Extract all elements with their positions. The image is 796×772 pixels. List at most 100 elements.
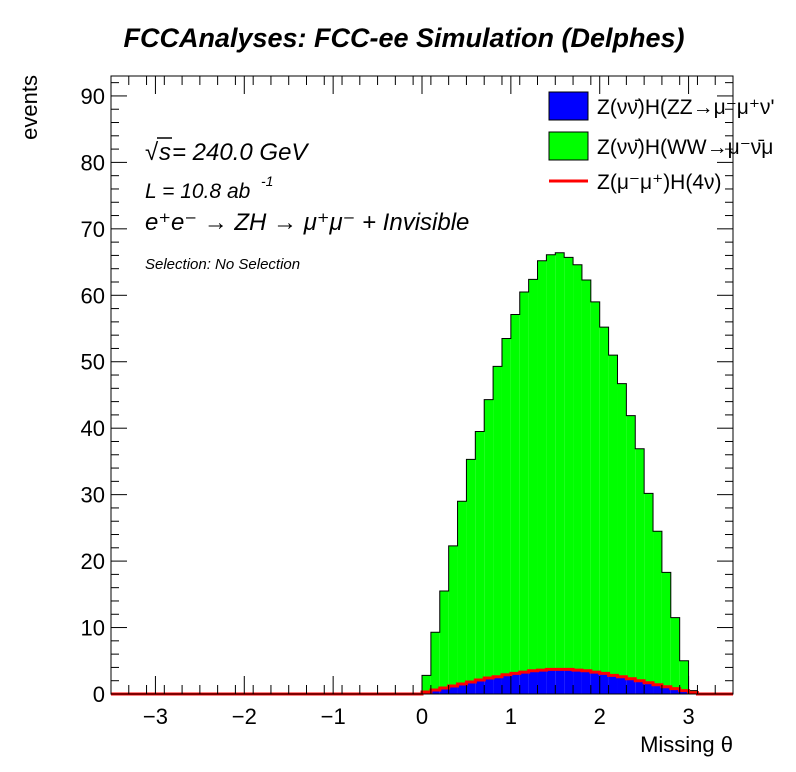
bar-stack-ww <box>430 632 440 691</box>
bar-stack-ww <box>653 531 662 685</box>
chart-title: FCCAnalyses: FCC-ee Simulation (Delphes) <box>123 23 684 53</box>
y-tick-label: 60 <box>81 283 105 308</box>
legend-label: Z(μ⁻μ⁺)H(4ν) <box>597 171 722 194</box>
bar-stack-ww <box>519 291 529 673</box>
bar-stack-zz <box>661 686 671 694</box>
y-tick-label: 30 <box>81 483 105 508</box>
legend-swatch <box>548 91 589 121</box>
x-tick-label: 2 <box>594 704 606 729</box>
y-tick-label: 0 <box>93 682 105 707</box>
bar-stack-ww <box>581 280 591 671</box>
bar-stack-zz <box>679 690 689 694</box>
legend-label: Z(νν̄)H(WW→μ⁻ν̄μ <box>597 136 773 159</box>
y-tick-label: 40 <box>81 416 105 441</box>
axis-ticks <box>110 76 734 695</box>
energy-label: = 240.0 GeV <box>172 139 309 166</box>
x-tick-label: 1 <box>505 704 517 729</box>
bar-stack-ww <box>679 660 689 691</box>
y-tick-label: 20 <box>81 549 105 574</box>
bar-stack-ww <box>599 327 609 674</box>
bar-stack-zz <box>653 684 662 694</box>
bar-stack-zz <box>617 676 627 694</box>
bar-stack-ww <box>537 260 547 671</box>
bar-stack-zz <box>537 670 547 694</box>
bar-stack-zz <box>484 678 494 694</box>
legend-swatch <box>548 131 589 161</box>
legend-label: Z(νν̄)H(ZZ→μ⁻μ⁺ν' <box>597 96 775 119</box>
bar-stack-zz <box>528 670 538 694</box>
x-tick-label: 3 <box>682 704 694 729</box>
process-label: e⁺e⁻ → ZH → μ⁺μ⁻ + Invisible <box>145 209 469 236</box>
x-tick-label: 0 <box>416 704 428 729</box>
x-axis-label: Missing θ <box>640 732 733 757</box>
bar-stack-zz <box>573 670 582 694</box>
x-tick-label: −1 <box>321 704 346 729</box>
bar-stack-ww <box>501 338 511 675</box>
x-tick-label: −2 <box>232 704 257 729</box>
y-tick-label: 80 <box>81 150 105 175</box>
bar-stack-zz <box>439 688 449 694</box>
bar-stack-zz <box>626 678 636 694</box>
sqrt-variable: s <box>159 139 171 166</box>
x-tick-label: −3 <box>143 704 168 729</box>
bar-stack-ww <box>484 399 494 679</box>
lumi-exponent: -1 <box>261 173 273 189</box>
bar-stack-ww <box>573 264 582 671</box>
bar-stack-zz <box>448 686 458 694</box>
bar-stack-ww <box>422 675 431 693</box>
y-tick-label: 70 <box>81 217 105 242</box>
signal-line <box>111 667 733 696</box>
sqrt-symbol: √ <box>145 139 159 166</box>
bar-stack-zz <box>510 673 520 694</box>
bar-stack-ww <box>617 383 627 677</box>
bar-stack-zz <box>564 669 574 694</box>
bar-stack-zz <box>493 676 502 694</box>
bar-stack-ww <box>626 415 636 679</box>
bar-stack-ww <box>475 431 485 681</box>
legend: Z(νν̄)H(ZZ→μ⁻μ⁺ν' Z(νν̄)H(WW→μ⁻ν̄μ Z(μ⁻μ⁺)… <box>548 91 775 194</box>
bar-stack-ww <box>608 355 618 676</box>
y-tick-label: 90 <box>81 84 105 109</box>
bar-stack-zz <box>581 670 591 694</box>
y-tick-label: 10 <box>81 616 105 641</box>
stack-outline <box>421 252 698 694</box>
bar-stack-zz <box>475 680 485 694</box>
y-tick-label: 50 <box>81 350 105 375</box>
annotations: √ s = 240.0 GeV L = 10.8 ab -1 e⁺e⁻ → ZH… <box>145 137 469 273</box>
bar-stack-zz <box>590 672 600 694</box>
bar-stack-ww <box>439 591 449 689</box>
bar-stack-ww <box>493 366 502 677</box>
bar-stack-ww <box>528 279 538 671</box>
bar-stack-zz <box>599 673 609 694</box>
bar-stack-ww <box>510 314 520 674</box>
bar-stack-zz <box>519 672 529 694</box>
bar-stack-ww <box>564 257 574 670</box>
bar-stack-zz <box>457 684 467 694</box>
bar-stack-zz <box>644 682 654 694</box>
bar-stack-ww <box>661 572 671 687</box>
bar-stack-ww <box>466 459 476 683</box>
bar-stack-ww <box>590 301 600 673</box>
bar-stack-zz <box>466 682 476 694</box>
selection-label: Selection: No Selection <box>145 256 300 273</box>
bar-stack-zz <box>635 680 645 694</box>
y-axis-label: events <box>17 75 42 140</box>
bar-stack-zz <box>430 690 440 694</box>
bar-stack-ww <box>546 254 556 670</box>
bar-stack-zz <box>608 675 618 694</box>
bar-stack-ww <box>555 252 565 670</box>
bar-stack-ww <box>670 617 680 689</box>
bar-stack-zz <box>670 688 680 694</box>
bar-stack-ww <box>635 448 645 681</box>
lumi-label: L = 10.8 ab <box>145 180 251 203</box>
bar-stack-zz <box>501 674 511 694</box>
histogram-bars <box>421 252 698 694</box>
bar-stack-ww <box>448 545 458 687</box>
bar-stack-zz <box>555 669 565 694</box>
bar-stack-zz <box>546 669 556 694</box>
signal-line-group <box>111 667 733 696</box>
bar-stack-ww <box>457 501 467 685</box>
bar-stack-ww <box>644 493 654 683</box>
